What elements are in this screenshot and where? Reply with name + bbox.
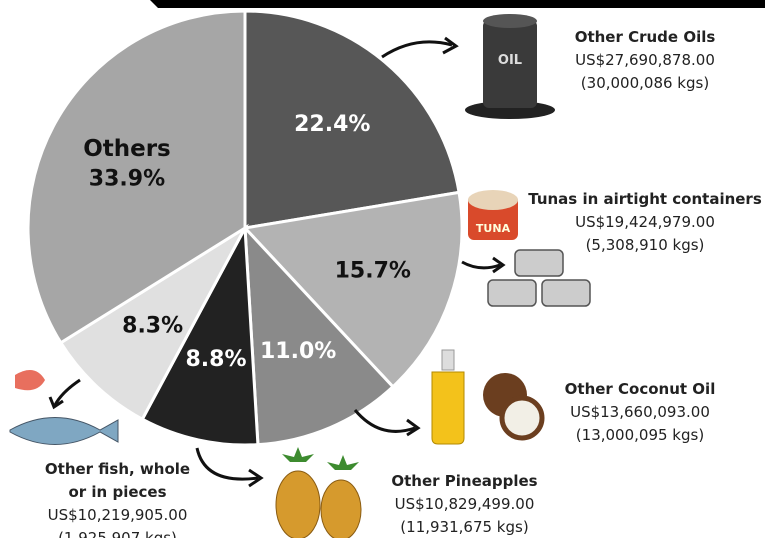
callout-title: Other Pineapples [382, 470, 547, 493]
callout-title: Other fish, whole or in pieces [40, 458, 195, 504]
callout-weight: (1,925,907 kgs) [40, 527, 195, 538]
infographic: 22.4% 15.7% 11.0% 8.8%8.3% Others 33.9% OIL T… [0, 0, 765, 538]
svg-text:TUNA: TUNA [476, 222, 511, 235]
slice-category: Others [83, 136, 171, 162]
callout-weight: (11,931,675 kgs) [382, 516, 547, 538]
slice-value-label: 8.3% [122, 313, 183, 338]
callout-title: Tunas in airtight containers [520, 188, 765, 211]
slice-value-label: 22.4% [294, 112, 370, 137]
slice-value-label: 11.0% [260, 339, 336, 364]
callout-amount: US$10,829,499.00 [382, 493, 547, 516]
coconut-oil-icon [432, 350, 542, 444]
slice-value-label: 15.7% [335, 258, 411, 283]
callout-amount: US$27,690,878.00 [565, 49, 725, 72]
header-bar [150, 0, 765, 8]
callout-title: Other Coconut Oil [540, 378, 740, 401]
callout-title: Other Crude Oils [565, 26, 725, 49]
callout-weight: (30,000,086 kgs) [565, 72, 725, 95]
slice-value-label: 33.9% [89, 166, 165, 191]
pie: 22.4% 15.7% 11.0% 8.8%8.3% Others 33.9% [28, 11, 462, 445]
svg-text:OIL: OIL [498, 53, 522, 68]
slice-value-label: 8.8% [185, 347, 246, 372]
callout-amount: US$13,660,093.00 [540, 401, 740, 424]
pineapple-icon [276, 447, 361, 538]
callout-weight: (13,000,095 kgs) [540, 424, 740, 447]
callout-amount: US$10,219,905.00 [40, 504, 195, 527]
callout-amount: US$19,424,979.00 [520, 211, 765, 234]
callout-weight: (5,308,910 kgs) [520, 234, 765, 257]
oil-barrel-icon: OIL [465, 14, 555, 119]
